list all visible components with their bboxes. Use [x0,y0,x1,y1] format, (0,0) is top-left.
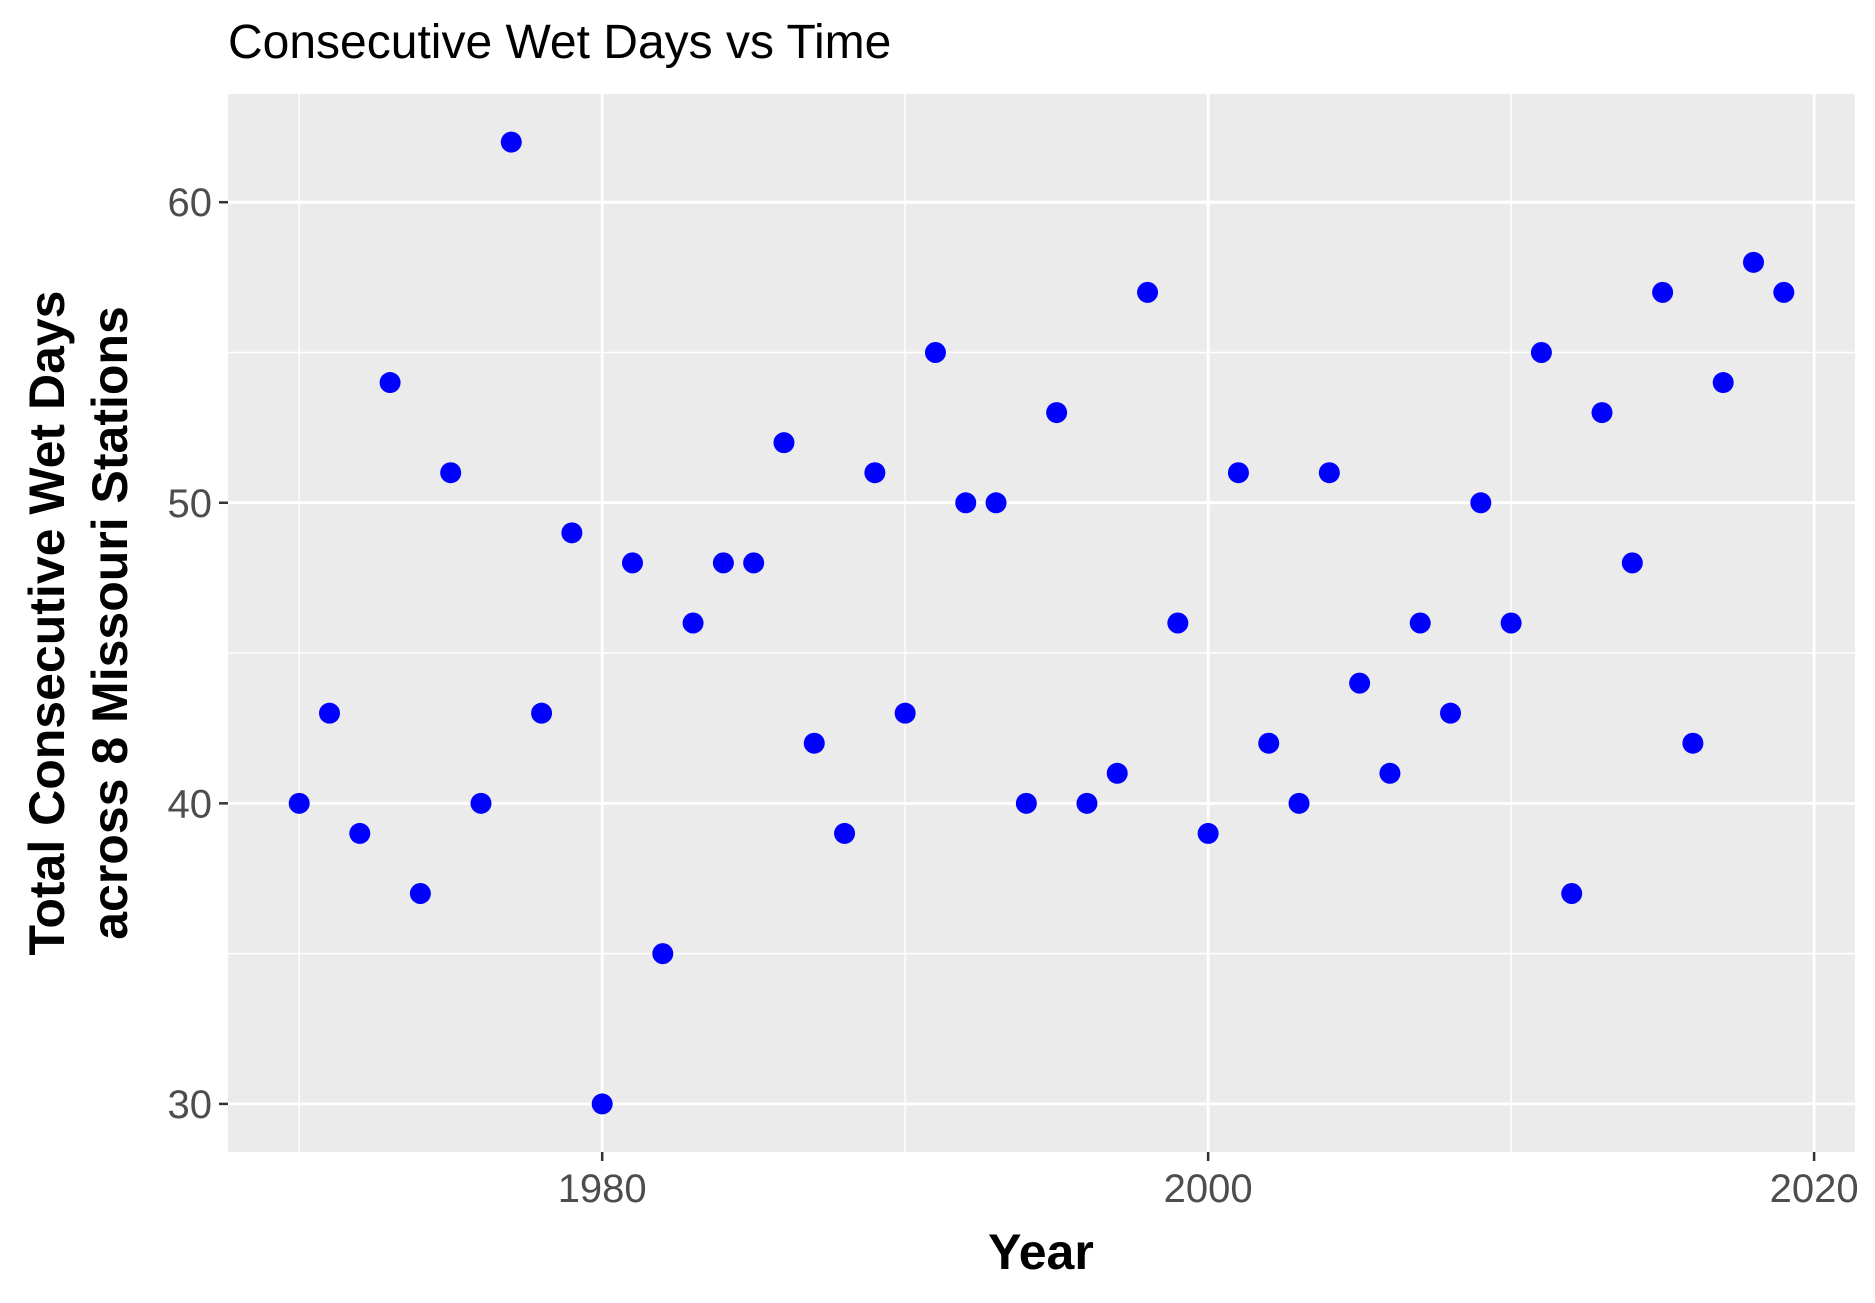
data-point [1318,462,1340,484]
data-point [1440,702,1462,724]
data-point [1015,792,1037,814]
y-tick-label: 40 [168,782,213,826]
data-point [1409,612,1431,634]
data-point [864,462,886,484]
data-point [1743,251,1765,273]
data-point [531,702,553,724]
axis-ticks [219,200,1816,1161]
data-point [1500,612,1522,634]
y-tick-label: 50 [168,482,213,526]
data-point [1621,552,1643,574]
data-point [318,702,340,724]
chart-title: Consecutive Wet Days vs Time [228,16,891,69]
x-tick-label: 2000 [1164,1167,1253,1211]
data-point [470,792,492,814]
data-point [955,492,977,514]
data-point [1349,672,1371,694]
data-point [1591,402,1613,424]
data-point [1227,462,1249,484]
y-tick-label: 60 [168,181,213,225]
data-point [894,702,916,724]
data-point [682,612,704,634]
data-point [1137,281,1159,303]
y-tick-label: 30 [168,1083,213,1127]
data-point [1470,492,1492,514]
data-point [1106,762,1128,784]
data-point [1197,822,1219,844]
data-point [1530,341,1552,363]
data-point [1258,732,1280,754]
data-point [712,552,734,574]
data-point [591,1093,613,1115]
y-axis-title-line-2: across 8 Missouri Stations [82,306,138,940]
data-point [349,822,371,844]
x-axis-title: Year [988,1224,1094,1280]
x-tick-label: 1980 [558,1167,647,1211]
data-point [652,943,674,965]
data-point [1076,792,1098,814]
data-points [288,131,1795,1115]
data-point [1379,762,1401,784]
data-point [834,822,856,844]
data-point [409,883,431,905]
data-point [500,131,522,153]
data-point [561,522,583,544]
data-point [1561,883,1583,905]
grid-major [228,94,1855,1152]
x-tick-label: 2020 [1770,1167,1859,1211]
x-tick-labels: 1980 2000 2020 [558,1167,1859,1211]
data-point [1288,792,1310,814]
data-point [1773,281,1795,303]
data-point [288,792,310,814]
data-point [379,372,401,394]
data-point [1167,612,1189,634]
data-point [985,492,1007,514]
data-point [440,462,462,484]
data-point [1682,732,1704,754]
data-point [803,732,825,754]
data-point [924,341,946,363]
data-point [1712,372,1734,394]
data-point [621,552,643,574]
y-tick-labels: 30 40 50 60 [168,181,213,1127]
data-point [1652,281,1674,303]
data-point [743,552,765,574]
data-point [773,432,795,454]
data-point [1046,402,1068,424]
plot-panel [228,94,1855,1152]
y-axis-title-line-1: Total Consecutive Wet Days [19,291,75,956]
